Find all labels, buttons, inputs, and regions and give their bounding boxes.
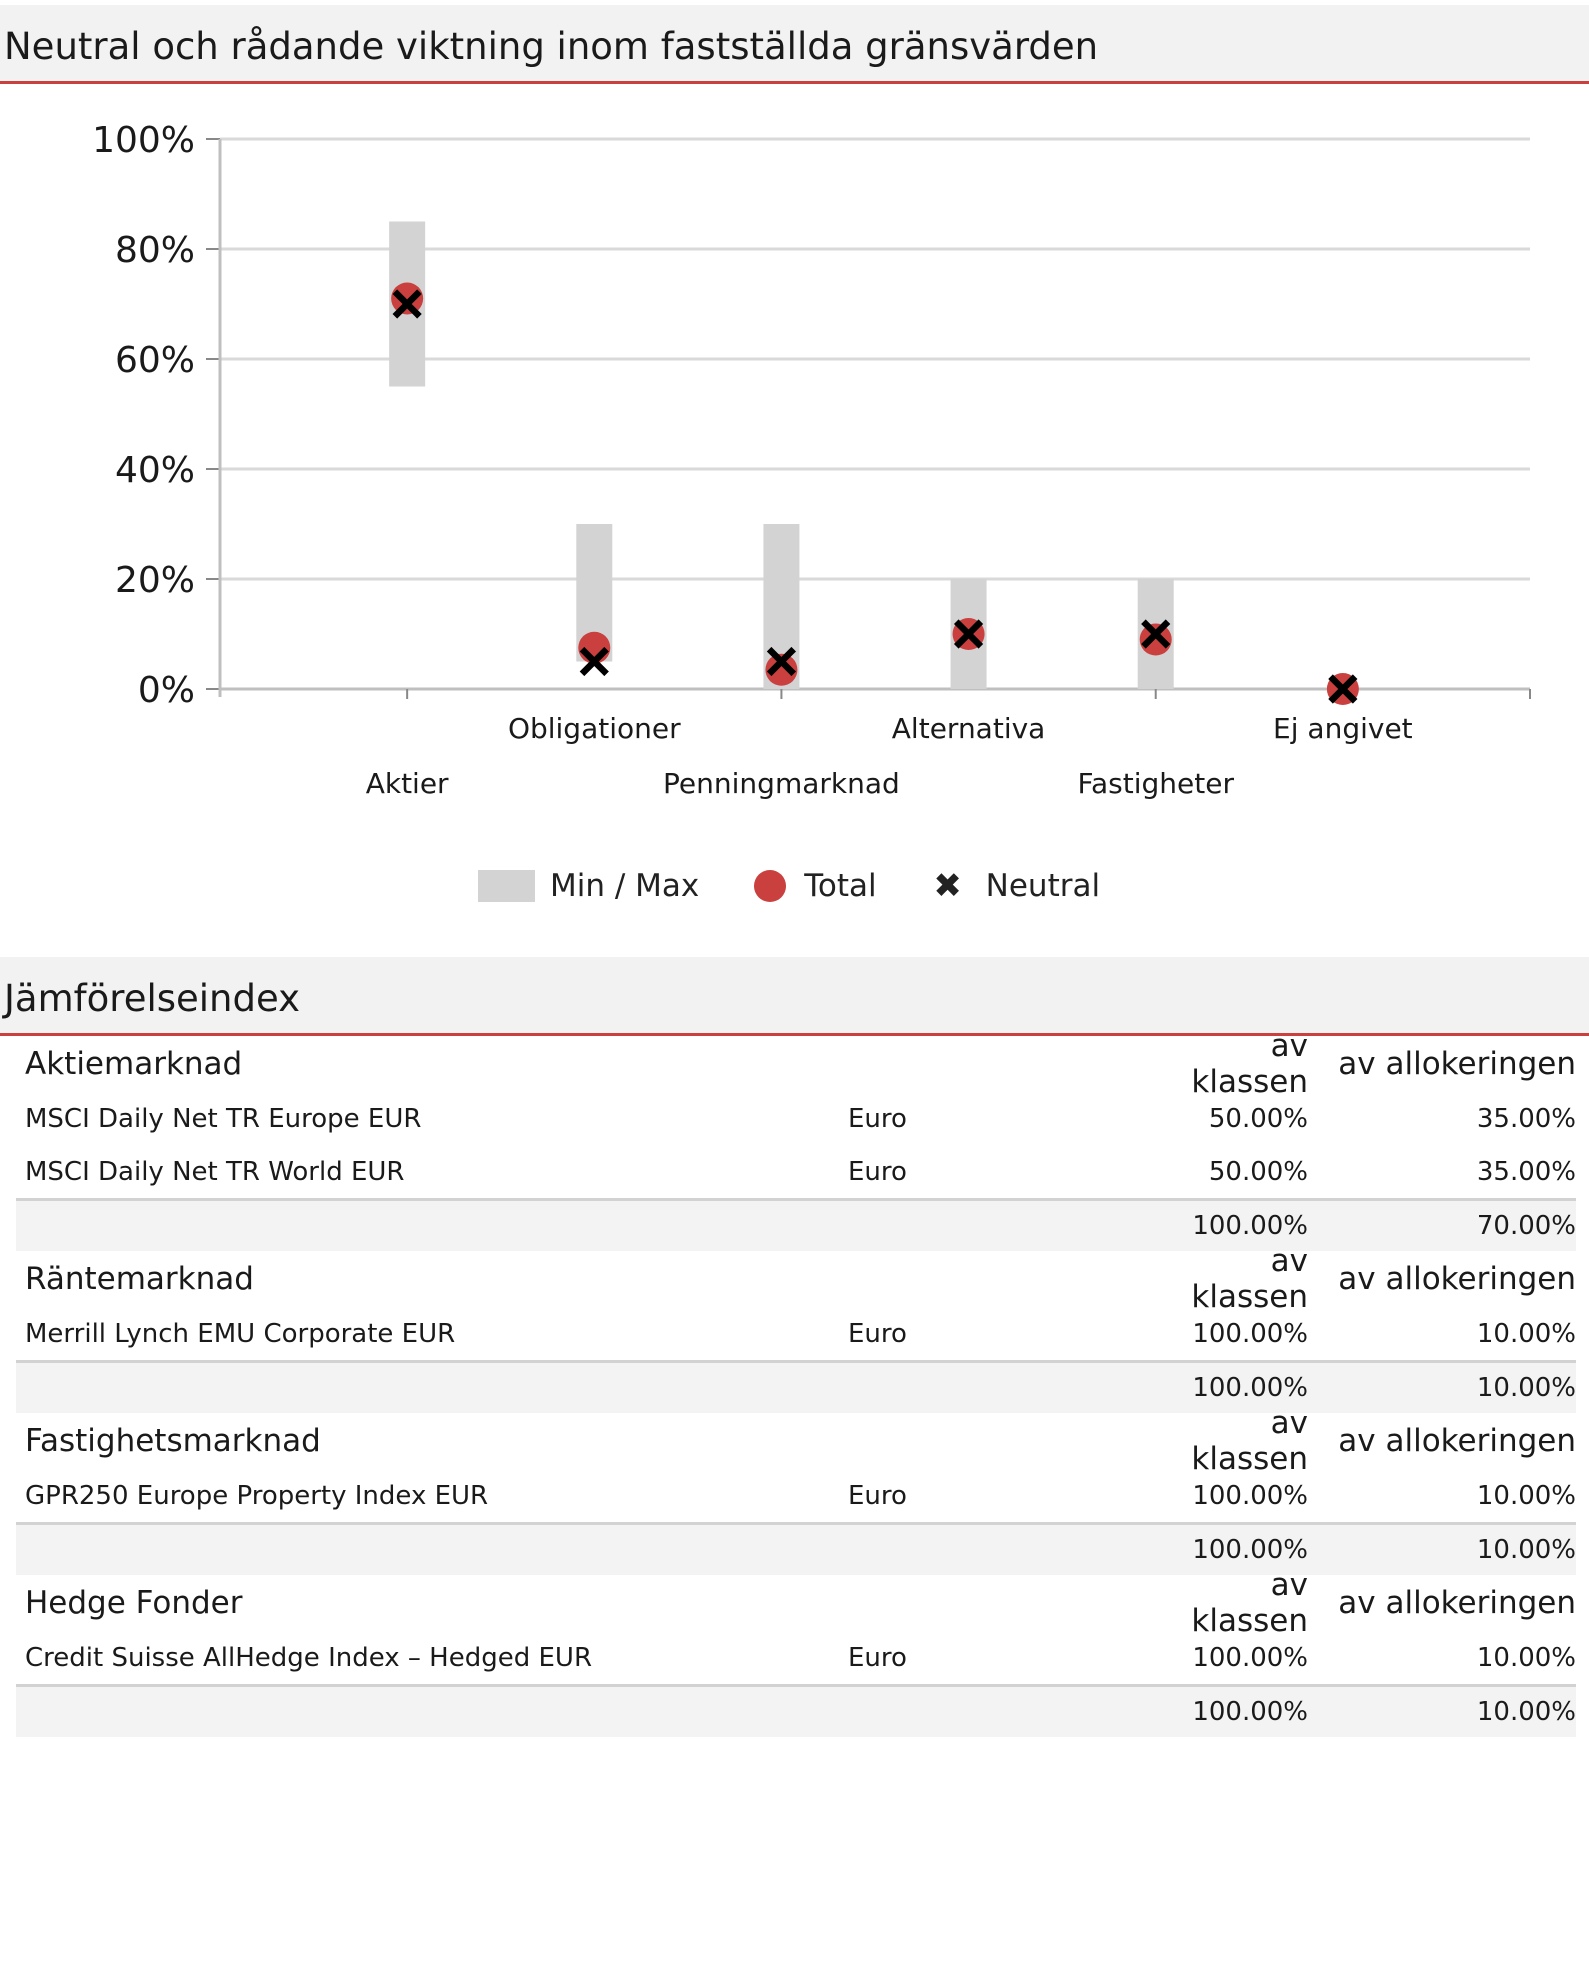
neutral-marker <box>392 289 422 319</box>
weight-allokeringen: 10.00% <box>1476 1642 1576 1673</box>
x-tick-label: Aktier <box>366 767 449 800</box>
index-name: MSCI Daily Net TR Europe EUR <box>25 1103 422 1134</box>
weighting-chart: 0% 20% 40% 60% 80% 100% Aktier Obligationer Penn… <box>92 120 1531 800</box>
total-klassen: 100.00% <box>1192 1535 1308 1565</box>
index-currency: Euro <box>848 1480 907 1511</box>
total-row: 100.00% 10.00% <box>16 1360 1576 1413</box>
legend-swatch-total <box>754 870 787 902</box>
legend-label-range: Min / Max <box>550 868 700 904</box>
weight-klassen: 50.00% <box>1208 1156 1308 1187</box>
legend-swatch-range <box>478 870 535 902</box>
benchmark-section-header: Jämförelseindex <box>0 957 1589 1036</box>
col-header-klassen: av klassen <box>1191 1028 1308 1100</box>
benchmark-section-title: Jämförelseindex <box>4 976 300 1020</box>
table-row: MSCI Daily Net TR World EUR Euro 50.00% … <box>16 1145 1576 1198</box>
index-currency: Euro <box>848 1642 907 1673</box>
total-point <box>391 282 424 315</box>
group-header: Fastighetsmarknad av klassen av allokeri… <box>16 1405 1576 1477</box>
index-currency: Euro <box>848 1103 907 1134</box>
weight-klassen: 100.00% <box>1192 1480 1308 1511</box>
total-allokeringen: 10.00% <box>1476 1373 1576 1403</box>
index-name: GPR250 Europe Property Index EUR <box>25 1480 489 1511</box>
total-point <box>1139 623 1172 656</box>
x-tick-label: Alternativa <box>892 712 1046 745</box>
col-header-klassen: av klassen <box>1191 1243 1308 1315</box>
table-row: MSCI Daily Net TR Europe EUR Euro 50.00%… <box>16 1092 1576 1145</box>
index-name: MSCI Daily Net TR World EUR <box>25 1156 405 1187</box>
y-tick-label: 100% <box>92 120 195 161</box>
chart-section-header: Neutral och rådande viktning inom fastst… <box>0 5 1589 84</box>
x-tick-label: Penningmarknad <box>663 767 900 800</box>
y-tick-label: 80% <box>115 230 195 271</box>
total-allokeringen: 10.00% <box>1476 1697 1576 1727</box>
chart-section-title: Neutral och rådande viktning inom fastst… <box>4 24 1099 68</box>
index-name: Credit Suisse AllHedge Index – Hedged EU… <box>25 1642 593 1673</box>
group-name: Hedge Fonder <box>25 1585 243 1621</box>
weight-klassen: 100.00% <box>1192 1318 1308 1349</box>
neutral-marker <box>1328 674 1358 704</box>
total-row: 100.00% 10.00% <box>16 1684 1576 1737</box>
total-allokeringen: 70.00% <box>1476 1211 1576 1241</box>
x-tick-label: Obligationer <box>508 712 681 745</box>
total-klassen: 100.00% <box>1192 1211 1308 1241</box>
col-header-allokeringen: av allokeringen <box>1338 1261 1576 1297</box>
group-name: Fastighetsmarknad <box>25 1423 321 1459</box>
group-name: Aktiemarknad <box>25 1046 243 1082</box>
benchmark-table: Aktiemarknad av klassen av allokeringen … <box>16 1028 1576 1737</box>
legend-label-total: Total <box>804 868 877 904</box>
table-row: Credit Suisse AllHedge Index – Hedged EU… <box>16 1631 1576 1684</box>
col-header-klassen: av klassen <box>1191 1567 1308 1639</box>
group-header: Aktiemarknad av klassen av allokeringen <box>16 1028 1576 1100</box>
table-row: Merrill Lynch EMU Corporate EUR Euro 100… <box>16 1307 1576 1360</box>
group-header: Räntemarknad av klassen av allokeringen <box>16 1243 1576 1315</box>
group-header: Hedge Fonder av klassen av allokeringen <box>16 1567 1576 1639</box>
weight-allokeringen: 35.00% <box>1476 1103 1576 1134</box>
total-row: 100.00% 70.00% <box>16 1198 1576 1251</box>
group-name: Räntemarknad <box>25 1261 254 1297</box>
table-row: GPR250 Europe Property Index EUR Euro 10… <box>16 1469 1576 1522</box>
index-currency: Euro <box>848 1318 907 1349</box>
index-currency: Euro <box>848 1156 907 1187</box>
legend-label-neutral: Neutral <box>985 868 1101 904</box>
weight-allokeringen: 10.00% <box>1476 1480 1576 1511</box>
y-tick-label: 20% <box>115 560 195 601</box>
y-tick-label: 0% <box>138 670 195 711</box>
legend-swatch-neutral: ✖ <box>933 866 962 906</box>
col-header-allokeringen: av allokeringen <box>1338 1585 1576 1621</box>
neutral-marker <box>1141 619 1171 649</box>
weight-allokeringen: 10.00% <box>1476 1318 1576 1349</box>
index-name: Merrill Lynch EMU Corporate EUR <box>25 1318 456 1349</box>
total-klassen: 100.00% <box>1192 1373 1308 1403</box>
y-tick-label: 60% <box>115 340 195 381</box>
col-header-allokeringen: av allokeringen <box>1338 1423 1576 1459</box>
total-klassen: 100.00% <box>1192 1697 1308 1727</box>
col-header-klassen: av klassen <box>1191 1405 1308 1477</box>
weight-klassen: 100.00% <box>1192 1642 1308 1673</box>
y-tick-label: 40% <box>115 450 195 491</box>
col-header-allokeringen: av allokeringen <box>1338 1046 1576 1082</box>
chart-legend: Min / Max Total ✖ Neutral <box>478 868 1155 904</box>
neutral-marker <box>766 646 797 677</box>
neutral-marker <box>579 646 609 677</box>
x-tick-label: Fastigheter <box>1077 767 1234 800</box>
total-point <box>765 653 798 686</box>
total-allokeringen: 10.00% <box>1476 1535 1576 1565</box>
weight-klassen: 50.00% <box>1208 1103 1308 1134</box>
total-row: 100.00% 10.00% <box>16 1522 1576 1575</box>
neutral-marker <box>953 619 984 649</box>
x-tick-label: Ej angivet <box>1273 712 1413 745</box>
weight-allokeringen: 35.00% <box>1476 1156 1576 1187</box>
